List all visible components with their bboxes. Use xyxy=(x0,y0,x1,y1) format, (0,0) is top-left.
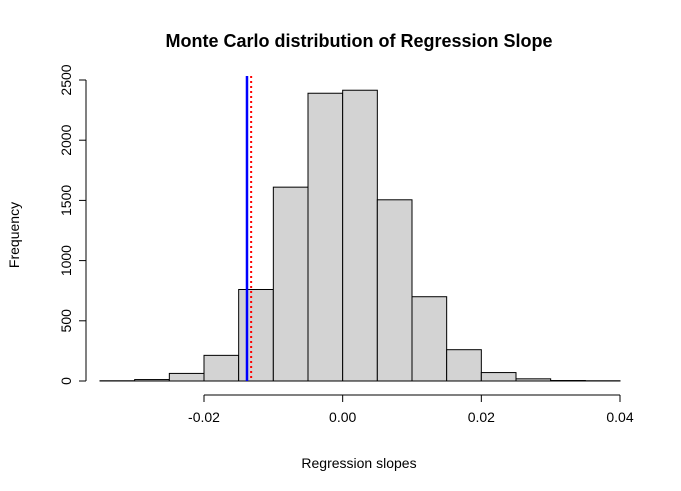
bars-group xyxy=(99,89,621,382)
x-tick-label: 0.00 xyxy=(329,409,356,425)
x-axis: -0.02 0.00 0.02 0.04 xyxy=(188,394,634,425)
x-tick-label: 0.02 xyxy=(468,409,495,425)
x-tick-label: -0.02 xyxy=(188,409,220,425)
y-tick-label: 2500 xyxy=(58,64,74,95)
histogram-bar xyxy=(342,89,378,382)
histogram-bar xyxy=(134,379,170,382)
histogram-bar xyxy=(272,186,309,382)
histogram-bar xyxy=(376,199,413,382)
x-tick-label: 0.04 xyxy=(606,409,633,425)
y-axis: 0 500 1000 1500 2000 2500 xyxy=(58,64,87,385)
histogram-bar xyxy=(515,378,552,382)
histogram-bar xyxy=(480,372,517,382)
y-tick-label: 2000 xyxy=(58,124,74,155)
histogram-bar xyxy=(411,296,448,382)
histogram-bar xyxy=(168,372,205,382)
histogram-bar xyxy=(446,349,482,382)
y-tick-label: 1000 xyxy=(58,245,74,276)
y-tick-label: 1500 xyxy=(58,185,74,216)
y-tick-label: 0 xyxy=(58,377,74,385)
histogram-bar xyxy=(307,92,344,382)
y-tick-label: 500 xyxy=(58,309,74,333)
histogram-bar xyxy=(203,354,240,382)
x-axis-label: Regression slopes xyxy=(301,455,416,471)
reference-lines-group xyxy=(245,76,253,381)
y-axis-label: Frequency xyxy=(6,202,22,268)
chart-title: Monte Carlo distribution of Regression S… xyxy=(165,31,552,51)
histogram-bar xyxy=(238,288,274,382)
